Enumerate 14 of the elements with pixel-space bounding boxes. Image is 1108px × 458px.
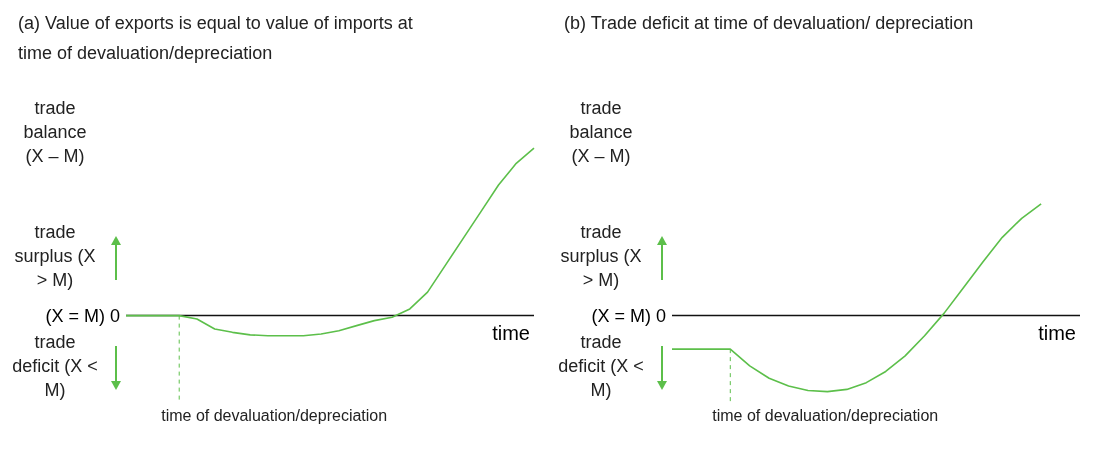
y-axis-title: trade balance (X – M) [22, 97, 88, 168]
text: time of devaluation/depreciation [712, 406, 939, 425]
chart-title: (a) Value of exports is equal to value of imports at time of devaluation/depreciation [18, 12, 414, 65]
x-axis-title: time [1038, 321, 1076, 345]
text: trade deficit (X < M) [558, 330, 644, 402]
text: time of devaluation/depreciation [161, 406, 388, 425]
x-axis-title: time [492, 321, 530, 345]
text: (X = M) 0 [590, 304, 666, 328]
text: (X = M) 0 [44, 304, 120, 328]
text: trade deficit (X < M) [12, 330, 98, 402]
text: trade surplus (X > M) [559, 220, 643, 292]
chart-title: (b) Trade deficit at time of devaluation/ depreciation [564, 12, 975, 35]
text: trade surplus (X > M) [13, 220, 97, 292]
y-axis-title: trade balance (X – M) [568, 97, 634, 168]
